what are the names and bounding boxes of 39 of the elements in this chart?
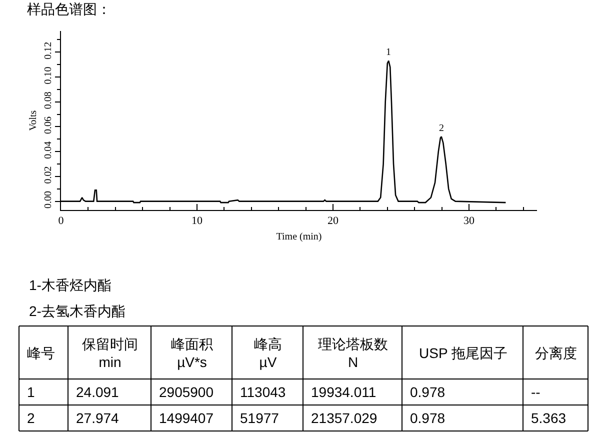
y-axis-title: Volts <box>28 110 39 131</box>
text: 21357.029 <box>311 410 378 426</box>
text: 2 <box>27 410 35 426</box>
text: 峰面积 µV*s <box>171 336 213 370</box>
chart-title: 样品色谱图： <box>27 0 111 17</box>
text: 0.978 <box>410 384 446 400</box>
text: 1 <box>27 384 35 400</box>
text: USP 拖尾因子 <box>419 345 508 361</box>
x-tick-label: 0 <box>58 215 64 228</box>
y-tick-label: 0.02 <box>43 166 54 184</box>
y-tick-label: 0.06 <box>43 116 54 134</box>
text: 2905900 <box>159 384 214 400</box>
text: 2-去氢木香内酯 <box>29 303 126 319</box>
y-tick-label: 0.00 <box>43 191 54 209</box>
x-tick-label: 30 <box>464 215 475 228</box>
text: 51977 <box>240 410 280 426</box>
y-tick-label: 0.04 <box>43 141 54 159</box>
y-tick-label: 0.10 <box>43 66 54 84</box>
text: 分离度 <box>535 345 577 361</box>
y-tick-label: 0.08 <box>43 92 54 110</box>
annotation: 2 <box>439 123 444 134</box>
text: 1499407 <box>159 410 214 426</box>
x-tick-label: 10 <box>192 215 203 228</box>
text: 19934.011 <box>311 384 376 400</box>
text: 27.974 <box>76 410 120 426</box>
x-tick-label: 20 <box>328 215 339 228</box>
y-tick-label: 0.12 <box>43 42 54 60</box>
x-axis-title: Time (min) <box>276 232 322 243</box>
text: 113043 <box>240 384 286 400</box>
text: 24.091 <box>76 384 120 400</box>
text: 保留时间 min <box>82 336 138 370</box>
text: 峰高 µV <box>254 336 282 370</box>
text: -- <box>531 384 541 400</box>
annotation: 1 <box>386 47 391 58</box>
text: 峰号 <box>27 345 55 361</box>
text: 0.978 <box>410 410 446 426</box>
text: 5.363 <box>531 410 566 426</box>
text: 1-木香烃内酯 <box>29 277 112 293</box>
text: 理论塔板数 N <box>318 336 388 370</box>
